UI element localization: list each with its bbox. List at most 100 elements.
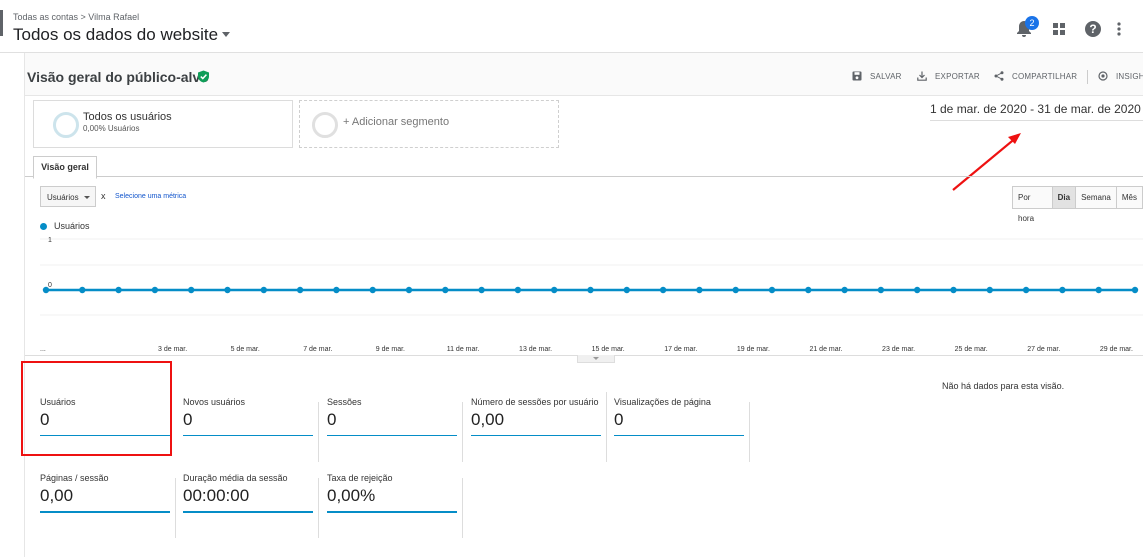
breadcrumb[interactable]: Todas as contas > Vilma Rafael [13,12,140,22]
card-divider [318,478,319,538]
add-segment-button[interactable]: + Adicionar segmento [343,116,450,128]
y-tick-label: 1 [48,237,52,244]
data-point [442,286,449,294]
scorecard-bounce-rate[interactable]: Taxa de rejeição 0,00% [327,461,457,513]
select-metric-link[interactable]: Selecione uma métrica [115,193,187,200]
x-tick-label: 25 de mar. [955,346,988,353]
data-point [79,286,86,294]
share-button[interactable]: COMPARTILHAR [1012,72,1078,81]
card-divider [462,478,463,538]
data-point [333,286,340,294]
legend-label: Usuários [54,221,90,231]
scorecard-label: Novos usuários [183,397,246,407]
more-vert-icon[interactable] [1117,21,1121,37]
tab-baseline [25,176,1143,177]
no-data-message: Não há dados para esta visão. [942,381,1065,391]
sparkline [471,435,601,436]
card-divider [749,402,750,462]
scorecard-sessions[interactable]: Sessões 0 [327,385,457,436]
collapse-chart-handle[interactable] [577,355,615,363]
left-edge-strip [0,10,3,36]
scorecard-avg-session-duration[interactable]: Duração média da sessão 00:00:00 [183,461,313,513]
x-tick-label: 19 de mar. [737,346,770,353]
scorecard-value: 00:00:00 [183,486,250,505]
annotation-highlight-box [21,361,172,456]
data-point [514,286,522,294]
export-icon[interactable] [917,71,927,81]
data-point [224,286,231,294]
export-button[interactable]: EXPORTAR [935,72,980,81]
scorecard-value: 0 [327,410,337,429]
x-tick-label: 7 de mar. [303,346,332,353]
tab-overview[interactable]: Visão geral [33,156,97,179]
save-icon[interactable] [852,71,862,81]
verified-shield-icon [198,70,209,83]
card-divider [318,402,319,462]
scorecard-value: 0 [614,410,624,429]
data-point [1095,286,1102,294]
share-icon[interactable] [994,71,1004,81]
scorecard-label: Número de sessões por usuário [471,397,599,407]
granularity-toggle[interactable]: Por hora Dia Semana Mês [1012,186,1143,223]
data-point [42,286,50,294]
x-tick-label: 27 de mar. [1027,346,1060,353]
caret-down-icon[interactable] [222,32,230,37]
data-point [623,286,630,294]
insights-icon[interactable] [1098,71,1108,81]
scorecard-pageviews[interactable]: Visualizações de página 0 [614,385,744,436]
x-tick-label: 9 de mar. [376,346,405,353]
granularity-day[interactable]: Dia [1052,187,1077,208]
legend-marker [40,223,47,230]
data-point [405,286,413,294]
x-tick-label: 21 de mar. [809,346,842,353]
granularity-hourly[interactable]: Por hora [1013,187,1053,223]
top-bar [0,0,1143,53]
x-tick-label: 13 de mar. [519,346,552,353]
data-point [188,286,195,294]
help-icon[interactable]: ? [1085,21,1101,37]
data-point [950,286,957,294]
x-tick-label: ... [40,346,46,353]
data-point [841,286,848,294]
scorecard-users[interactable]: Usuários 0 [40,385,170,436]
notification-badge: 2 [1025,16,1039,30]
data-point [914,286,921,294]
data-point [369,286,376,294]
x-tick-label: 15 de mar. [592,346,625,353]
scorecard-value: 0,00 [471,410,505,429]
date-range-picker[interactable]: 1 de mar. de 2020 - 31 de mar. de 2020 [930,102,1143,121]
metric-select-value: Usuários [47,193,79,202]
view-selector[interactable]: Todos os dados do website [13,25,219,44]
save-button[interactable]: SALVAR [870,72,902,81]
data-point [986,286,993,294]
add-segment-box[interactable] [299,100,559,148]
sparkline [40,435,170,436]
insights-button[interactable]: INSIGH [1116,72,1143,81]
scorecard-new-users[interactable]: Novos usuários 0 [183,385,313,436]
data-point [1059,286,1066,294]
scorecard-sessions-per-user[interactable]: Número de sessões por usuário 0,00 [471,385,601,436]
data-point [296,286,304,294]
sparkline [327,435,457,436]
scorecard-label: Páginas / sessão [40,473,109,483]
scorecard-label: Visualizações de página [614,397,711,407]
data-point [696,286,703,294]
segment-all-users[interactable] [33,100,293,148]
segment-share: 0,00% Usuários [83,124,140,133]
data-point [805,286,812,294]
granularity-week[interactable]: Semana [1076,187,1117,208]
report-header-strip [25,53,1143,96]
apps-grid-icon[interactable] [1053,23,1065,35]
toolbar-divider [1087,70,1088,84]
scorecard-pages-per-session[interactable]: Páginas / sessão 0,00 [40,461,170,513]
x-tick-label: 5 de mar. [231,346,260,353]
segment-placeholder-circle-icon [312,112,338,138]
annotation-arrow [952,133,1021,191]
metric-select[interactable]: Usuários [40,186,96,207]
data-point [732,286,739,294]
data-point [659,286,667,294]
granularity-month[interactable]: Mês [1116,187,1142,208]
x-tick-label: 3 de mar. [158,346,187,353]
compare-remove-x[interactable]: x [101,191,106,201]
dropdown-arrow-icon [84,196,90,199]
